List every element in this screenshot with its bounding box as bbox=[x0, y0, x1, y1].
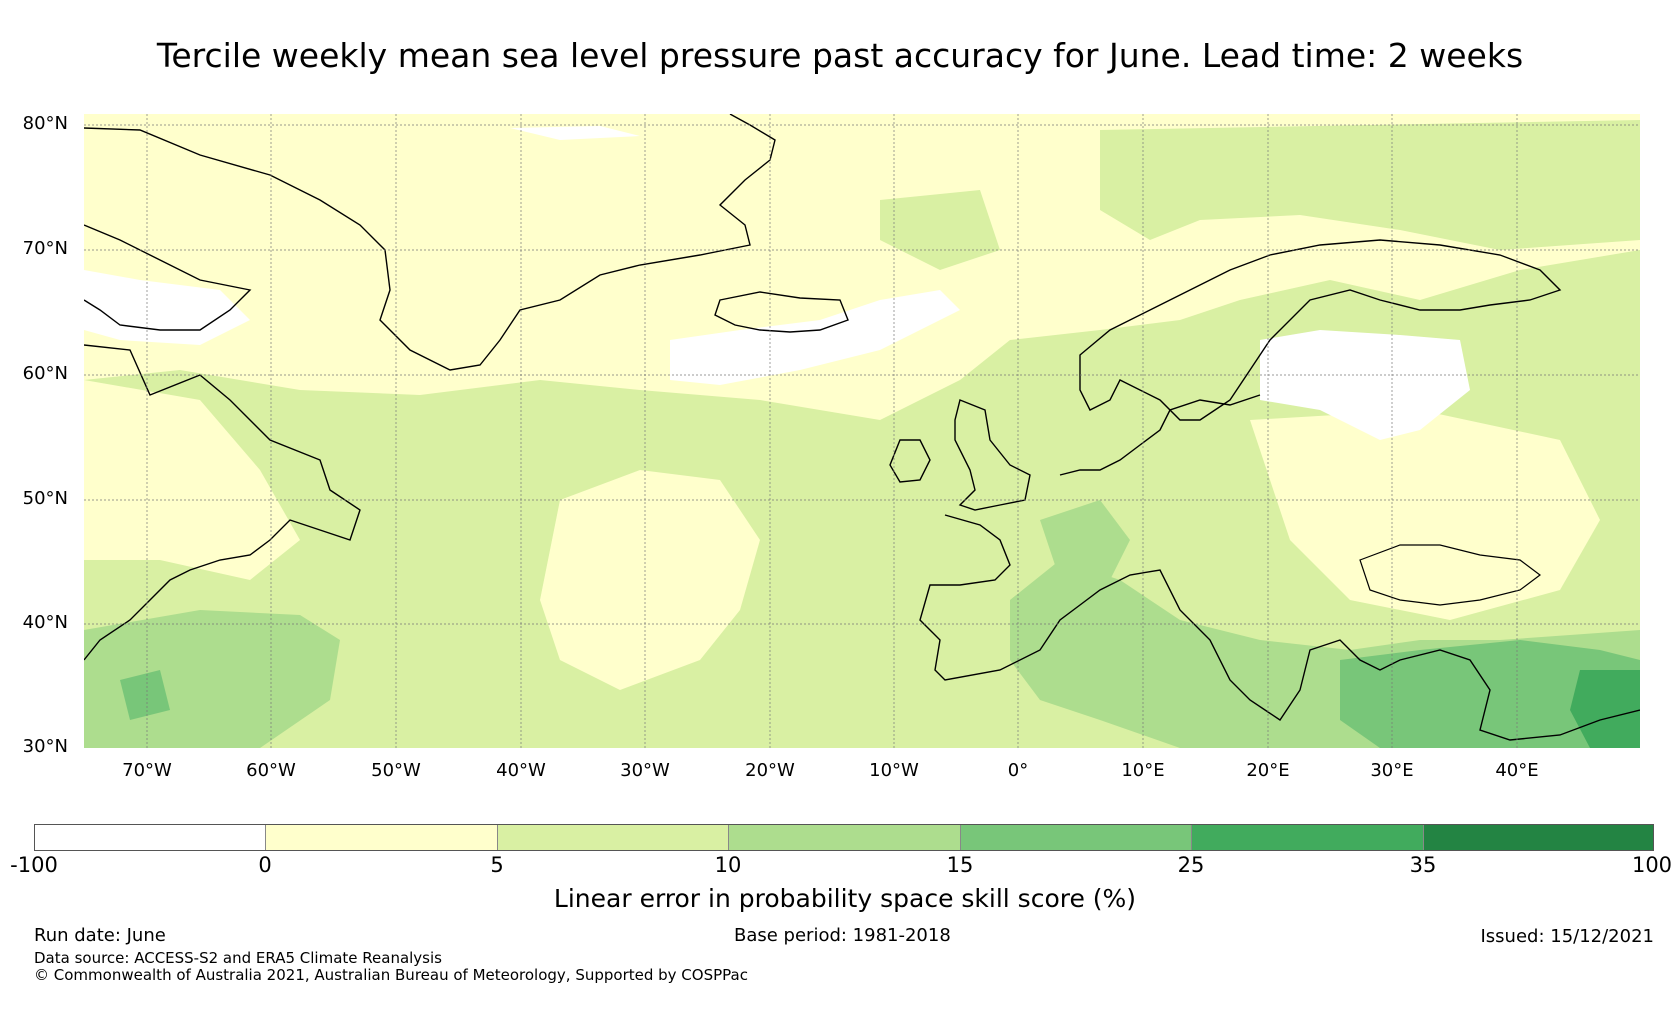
lat-label-60n: 60°N bbox=[22, 363, 68, 384]
lon-label-20e: 20°E bbox=[1246, 760, 1290, 781]
skill-region-0-5-east bbox=[1250, 410, 1600, 620]
colorbar-tick-label: 5 bbox=[490, 853, 504, 877]
colorbar-segment bbox=[35, 825, 266, 850]
coastline-uk-ireland bbox=[889, 399, 1031, 511]
lon-label-60w: 60°W bbox=[246, 760, 296, 781]
skill-region-5-10-n bbox=[1100, 120, 1640, 250]
lat-label-30n: 30°N bbox=[22, 736, 68, 757]
colorbar-tick-label: 10 bbox=[714, 853, 742, 877]
lon-label-40w: 40°W bbox=[496, 760, 546, 781]
colorbar-segment bbox=[266, 825, 498, 850]
colorbar-segment bbox=[1192, 825, 1424, 850]
coastline-canada bbox=[84, 224, 361, 661]
lat-label-70n: 70°N bbox=[22, 238, 68, 259]
lon-label-70w: 70°W bbox=[122, 760, 172, 781]
lat-label-80n: 80°N bbox=[22, 113, 68, 134]
colorbar-tick-label: -100 bbox=[10, 853, 58, 877]
run-date: Run date: June bbox=[34, 925, 166, 946]
colorbar-segment bbox=[961, 825, 1192, 850]
lat-label-40n: 40°N bbox=[22, 612, 68, 633]
lon-label-50w: 50°W bbox=[371, 760, 421, 781]
coastline-greenland bbox=[84, 114, 776, 371]
coastline-europe bbox=[919, 394, 1640, 741]
colorbar-tick-label: 15 bbox=[946, 853, 974, 877]
copyright: © Commonwealth of Australia 2021, Austra… bbox=[34, 966, 748, 984]
skill-region-25-35 bbox=[1570, 670, 1640, 748]
data-source: Data source: ACCESS-S2 and ERA5 Climate … bbox=[34, 949, 442, 967]
lat-label-50n: 50°N bbox=[22, 488, 68, 509]
lon-label-10w: 10°W bbox=[869, 760, 919, 781]
colorbar-segment bbox=[1424, 825, 1653, 850]
skill-score-map bbox=[84, 114, 1640, 748]
colorbar-tick-label: 100 bbox=[1631, 853, 1673, 877]
lon-label-10e: 10°E bbox=[1121, 760, 1165, 781]
skill-region-negative-baltic bbox=[1260, 330, 1470, 440]
coastline-black-sea bbox=[1359, 544, 1541, 606]
lon-label-30w: 30°W bbox=[620, 760, 670, 781]
colorbar-tick-label: 35 bbox=[1409, 853, 1437, 877]
lon-label-30e: 30°E bbox=[1370, 760, 1414, 781]
skill-region-0-5-west bbox=[84, 380, 300, 580]
gridlines bbox=[84, 114, 1640, 748]
skill-region-15-25 bbox=[1340, 640, 1640, 748]
skill-region-0-5-atlantic bbox=[540, 470, 760, 690]
skill-region-10-15-spain bbox=[1040, 500, 1130, 580]
skill-region-negative-iceland bbox=[670, 290, 960, 385]
skill-region-5-10 bbox=[84, 250, 1640, 748]
chart-title: Tercile weekly mean sea level pressure p… bbox=[156, 36, 1524, 75]
colorbar-tick-label: 0 bbox=[258, 853, 272, 877]
issued-date: Issued: 15/12/2021 bbox=[1480, 926, 1654, 947]
skill-region-15-25-sw bbox=[120, 670, 170, 720]
lon-label-40e: 40°E bbox=[1495, 760, 1539, 781]
colorbar-segment bbox=[729, 825, 961, 850]
coastline-iceland bbox=[714, 291, 849, 333]
base-period: Base period: 1981-2018 bbox=[734, 925, 951, 946]
colorbar-tick-label: 25 bbox=[1177, 853, 1205, 877]
lon-label-20w: 20°W bbox=[745, 760, 795, 781]
lon-label-0: 0° bbox=[1007, 760, 1029, 781]
skill-region-negative-north bbox=[510, 126, 640, 140]
colorbar bbox=[34, 824, 1654, 851]
colorbar-segment bbox=[498, 825, 729, 850]
colorbar-title: Linear error in probability space skill … bbox=[553, 884, 1137, 913]
